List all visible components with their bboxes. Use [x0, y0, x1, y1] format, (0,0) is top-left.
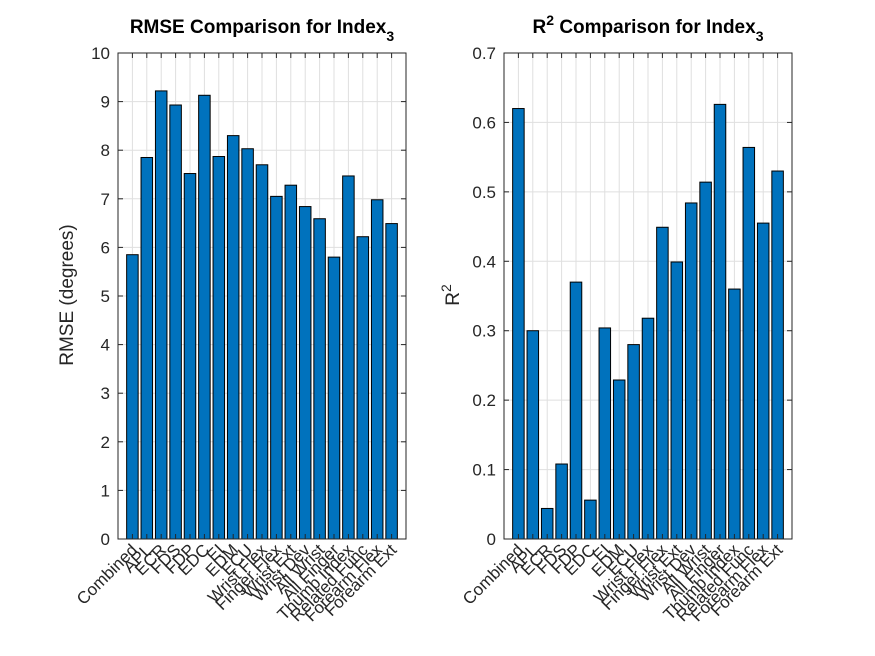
r2-bar: [641, 317, 655, 540]
rmse-bar: [255, 164, 269, 540]
r2-bar-chart: 00.10.20.30.40.50.60.7CombinedAPLECRFDSF…: [459, 44, 793, 625]
rmse-bar-chart: 012345678910CombinedAPLECRFDSFDPEDCEIEDM…: [73, 44, 407, 625]
rmse-bar: [154, 90, 168, 540]
rmse-y-tick-label: 8: [101, 141, 110, 160]
r2-y-tick-label: 0.1: [472, 461, 496, 480]
rmse-bar: [126, 254, 139, 540]
rmse-bar: [169, 104, 182, 540]
rmse-y-tick-label: 1: [101, 481, 110, 500]
r2-y-axis-label: R2: [438, 284, 464, 306]
rmse-bar: [313, 218, 326, 540]
r2-y-tick-label: 0.5: [472, 183, 496, 202]
rmse-y-tick-label: 7: [101, 190, 110, 209]
rmse-bar: [270, 195, 283, 540]
rmse-bar: [327, 256, 341, 540]
rmse-bar: [198, 94, 211, 540]
r2-bar: [526, 330, 540, 540]
r2-bar: [569, 281, 583, 540]
rmse-bar: [140, 156, 154, 540]
rmse-bar: [370, 199, 384, 540]
rmse-y-tick-label: 10: [91, 44, 110, 63]
rmse-bar: [298, 206, 312, 540]
r2-bar: [684, 202, 698, 540]
rmse-y-tick-label: 2: [101, 433, 110, 452]
rmse-y-tick-label: 5: [101, 287, 110, 306]
r2-bar: [699, 181, 712, 540]
rmse-bar: [241, 148, 254, 540]
r2-bar: [555, 463, 568, 540]
r2-bar: [584, 499, 597, 540]
r2-y-tick-label: 0.4: [472, 252, 496, 271]
rmse-y-tick-label: 0: [101, 530, 110, 549]
r2-chart-title: R2 Comparison for Index3: [533, 12, 764, 44]
r2-bar: [728, 288, 741, 540]
r2-y-tick-label: 0.7: [472, 44, 496, 63]
r2-bar: [713, 103, 727, 540]
rmse-bar: [226, 135, 240, 540]
rmse-bar: [342, 175, 355, 540]
rmse-y-axis-label: RMSE (degrees): [57, 224, 78, 366]
r2-bar: [598, 327, 612, 540]
r2-y-tick-label: 0.3: [472, 322, 496, 341]
r2-bar: [670, 261, 684, 540]
rmse-bar: [212, 156, 226, 540]
rmse-chart-title: RMSE Comparison for Index3: [130, 17, 395, 44]
r2-bar: [627, 344, 640, 540]
rmse-y-tick-label: 6: [101, 238, 110, 257]
r2-bar: [756, 222, 770, 540]
r2-bar: [612, 379, 626, 540]
rmse-bar: [356, 236, 370, 540]
r2-bar: [742, 146, 756, 540]
r2-bar: [771, 170, 784, 540]
rmse-bar: [183, 173, 197, 540]
rmse-y-tick-label: 4: [101, 336, 110, 355]
r2-y-tick-label: 0.2: [472, 391, 496, 410]
r2-bar: [512, 108, 525, 540]
r2-y-tick-label: 0: [487, 530, 496, 549]
rmse-y-tick-label: 3: [101, 384, 110, 403]
r2-y-tick-label: 0.6: [472, 113, 496, 132]
r2-bar: [656, 226, 669, 540]
rmse-y-tick-label: 9: [101, 93, 110, 112]
rmse-bar: [385, 223, 398, 540]
rmse-bar: [284, 184, 298, 540]
